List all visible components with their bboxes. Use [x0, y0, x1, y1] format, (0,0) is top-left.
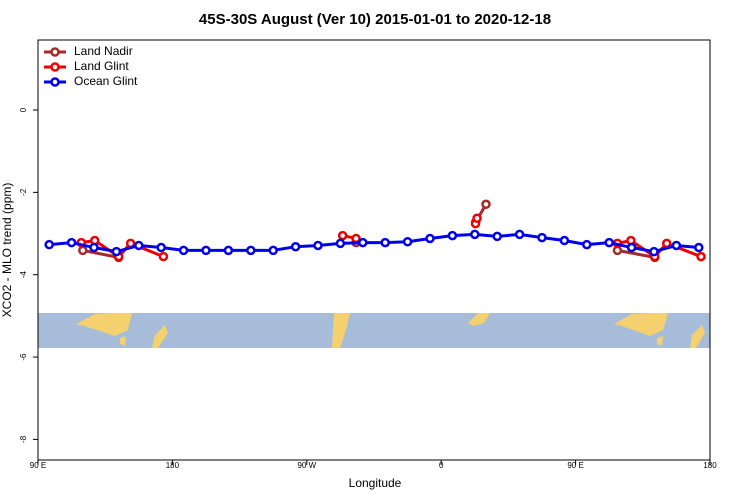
y-tick-label: -8	[19, 435, 28, 443]
x-tick-label: 0	[439, 461, 444, 470]
data-point	[470, 229, 480, 240]
data-point	[335, 238, 346, 249]
data-point	[66, 237, 77, 248]
data-point	[514, 229, 525, 240]
data-point	[156, 242, 166, 253]
legend-label: Land Glint	[74, 59, 129, 73]
data-point	[425, 233, 435, 244]
data-point	[604, 237, 614, 248]
y-tick-label: 0	[19, 107, 28, 112]
plot-frame	[37, 39, 711, 461]
data-point	[402, 237, 413, 247]
data-point	[380, 237, 390, 248]
data-point	[358, 237, 368, 248]
x-tick-label: 90 E	[567, 461, 583, 470]
chart-title: 45S-30S August (Ver 10) 2015-01-01 to 20…	[199, 11, 551, 28]
data-point	[582, 239, 592, 250]
x-tick-label: 180	[703, 461, 717, 470]
y-tick-label: -4	[19, 271, 28, 279]
data-point	[313, 240, 323, 251]
legend-label: Land Nadir	[74, 44, 133, 58]
series-line	[617, 248, 656, 259]
data-point	[472, 213, 482, 224]
data-point	[626, 242, 637, 253]
data-point	[201, 245, 211, 256]
data-point	[537, 232, 547, 243]
data-point	[44, 239, 54, 250]
data-point	[696, 251, 706, 262]
data-point	[559, 235, 570, 246]
data-point	[89, 242, 99, 253]
data-point	[447, 230, 458, 241]
data-point	[649, 246, 659, 257]
data-point	[223, 245, 234, 256]
data-point	[178, 245, 189, 256]
data-point	[481, 199, 491, 210]
data-point	[492, 231, 502, 242]
legend-marker	[50, 77, 60, 87]
data-point	[671, 240, 682, 251]
y-tick-label: -6	[19, 353, 28, 361]
x-tick-label: 180	[166, 461, 180, 470]
data-point	[661, 238, 672, 249]
legend-marker	[50, 62, 60, 72]
y-tick-label: -2	[19, 188, 28, 196]
data-point	[337, 230, 348, 241]
data-point	[246, 245, 256, 256]
x-tick-label: 90 E	[30, 461, 46, 470]
series-line	[82, 248, 119, 259]
data-point	[78, 245, 88, 256]
map-strip	[38, 313, 710, 348]
data-point	[134, 240, 144, 251]
data-point	[290, 241, 301, 252]
data-point	[111, 246, 122, 257]
legend-marker	[50, 47, 60, 57]
data-point	[268, 245, 278, 256]
data-point	[158, 251, 169, 262]
legend-label: Ocean Glint	[74, 74, 138, 88]
x-axis-label: Longitude	[349, 476, 402, 490]
x-tick-label: 90 W	[297, 461, 316, 470]
data-point	[694, 242, 704, 253]
y-axis-label: XCO2 - MLO trend (ppm)	[0, 183, 14, 318]
